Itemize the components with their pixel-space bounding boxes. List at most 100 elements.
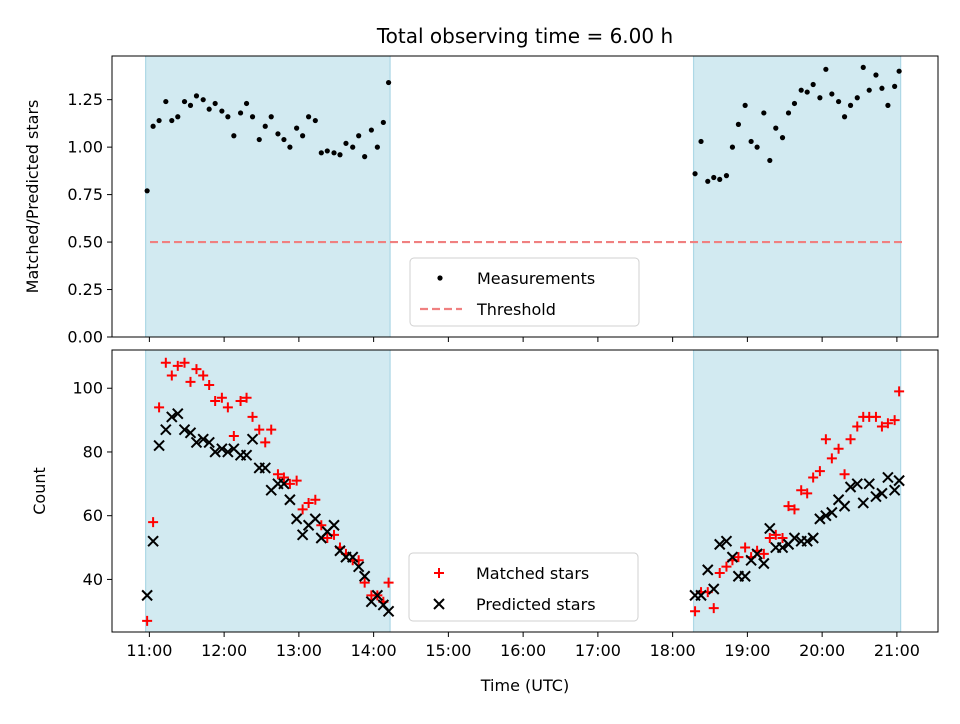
measurement-point [268,114,274,120]
measurement-point [841,114,848,120]
measurement-point [791,100,798,107]
measurement-point [873,72,879,78]
bottom-axes-frame [111,349,939,633]
matched-stars-point [802,488,813,499]
x-axis-label: Time (UTC) [480,676,569,695]
measurement-point [262,123,268,129]
matched-stars-point [316,520,327,531]
top-shaded-interval-2 [693,56,901,337]
matched-stars-point [241,392,252,403]
measurement-point [748,138,754,145]
predicted-stars-point [739,570,751,582]
predicted-stars-point [863,478,875,490]
predicted-stars-point [807,532,819,544]
predicted-stars-point [246,433,259,445]
predicted-stars-point [153,439,165,452]
measurement-point [761,110,767,116]
measurement-point [779,135,786,141]
predicted-stars-point [278,478,290,490]
measurement-point [860,64,866,70]
matched-stars-point [777,533,788,543]
predicted-stars-point [346,551,359,563]
measurement-point [896,68,902,74]
measurement-point [823,66,829,72]
top-legend-label: Threshold [476,300,556,319]
predicted-stars-point [888,484,901,496]
measurement-point [324,148,330,154]
top-legend-box [409,257,640,327]
matched-stars-point [142,615,153,626]
matched-stars-point [166,370,177,381]
measurement-point [356,133,362,139]
bottom-shaded-interval-1 [145,350,391,632]
measurement-point [773,125,779,131]
predicted-stars-point [788,532,801,544]
predicted-stars-point [240,449,253,461]
matched-stars-point [310,494,321,505]
bottom-x-tick-label: 11:00 [126,641,172,660]
measurement-point [368,127,374,133]
legend-matched-marker [434,568,444,578]
measurement-point [742,102,748,108]
matched-stars-point [291,475,302,486]
measurement-point [810,81,816,88]
matched-stars-point [814,466,825,477]
bottom-x-tick-label: 18:00 [650,641,696,660]
measurement-point [854,95,860,101]
top-y-tick-label: 1.25 [67,90,103,109]
measurement-point [847,102,854,108]
measurement-point [294,125,300,131]
predicted-stars-point [160,423,172,436]
measurement-point [729,144,736,150]
top-y-tick-label: 1.00 [67,138,103,157]
measurement-point [231,133,237,139]
measurement-point [754,144,760,150]
matched-stars-point [764,533,775,543]
measurement-point [305,114,312,120]
measurement-point [206,106,212,112]
measurement-point [767,157,773,164]
measurement-point [300,133,306,139]
matched-stars-point [191,364,202,375]
measurement-point [835,98,842,105]
predicted-stars-point [222,446,234,458]
predicted-stars-point [209,446,221,458]
predicted-stars-point [382,605,395,617]
measurement-point [798,87,804,93]
matched-stars-point [185,376,196,387]
bottom-x-tick-label: 16:00 [500,641,546,660]
matched-stars-point [222,402,233,413]
predicted-stars-point [720,535,733,547]
matched-stars-point [247,411,258,422]
measurement-point [249,114,256,120]
top-axes-frame [111,55,939,338]
measurement-point [200,97,206,103]
predicted-stars-point [776,541,789,554]
bottom-y-axis-label: Count [30,467,49,515]
predicted-stars-point [141,589,153,602]
predicted-stars-point [309,513,322,525]
matched-stars-point [845,434,856,445]
matched-stars-point [198,370,209,381]
matched-stars-point [235,395,246,406]
predicted-stars-point [893,474,905,487]
measurement-point [193,93,200,99]
measurement-point [343,140,349,146]
measurement-point [281,136,287,143]
measurement-point [885,102,891,108]
matched-stars-point [839,469,850,480]
predicted-stars-point [726,551,739,563]
matched-stars-point [894,386,905,397]
predicted-stars-point [695,589,707,602]
predicted-stars-point [197,433,209,445]
bottom-x-tick-label: 20:00 [799,641,845,660]
measurement-point [187,102,194,108]
matched-stars-point [783,501,794,512]
predicted-stars-point [284,494,296,506]
bottom-x-tick-label: 12:00 [201,641,247,660]
top-y-tick-label: 0.50 [67,233,103,252]
measurement-point [287,144,293,150]
matched-stars-point [740,542,751,553]
measurement-point [237,110,244,116]
legend-predicted-marker [433,598,445,610]
